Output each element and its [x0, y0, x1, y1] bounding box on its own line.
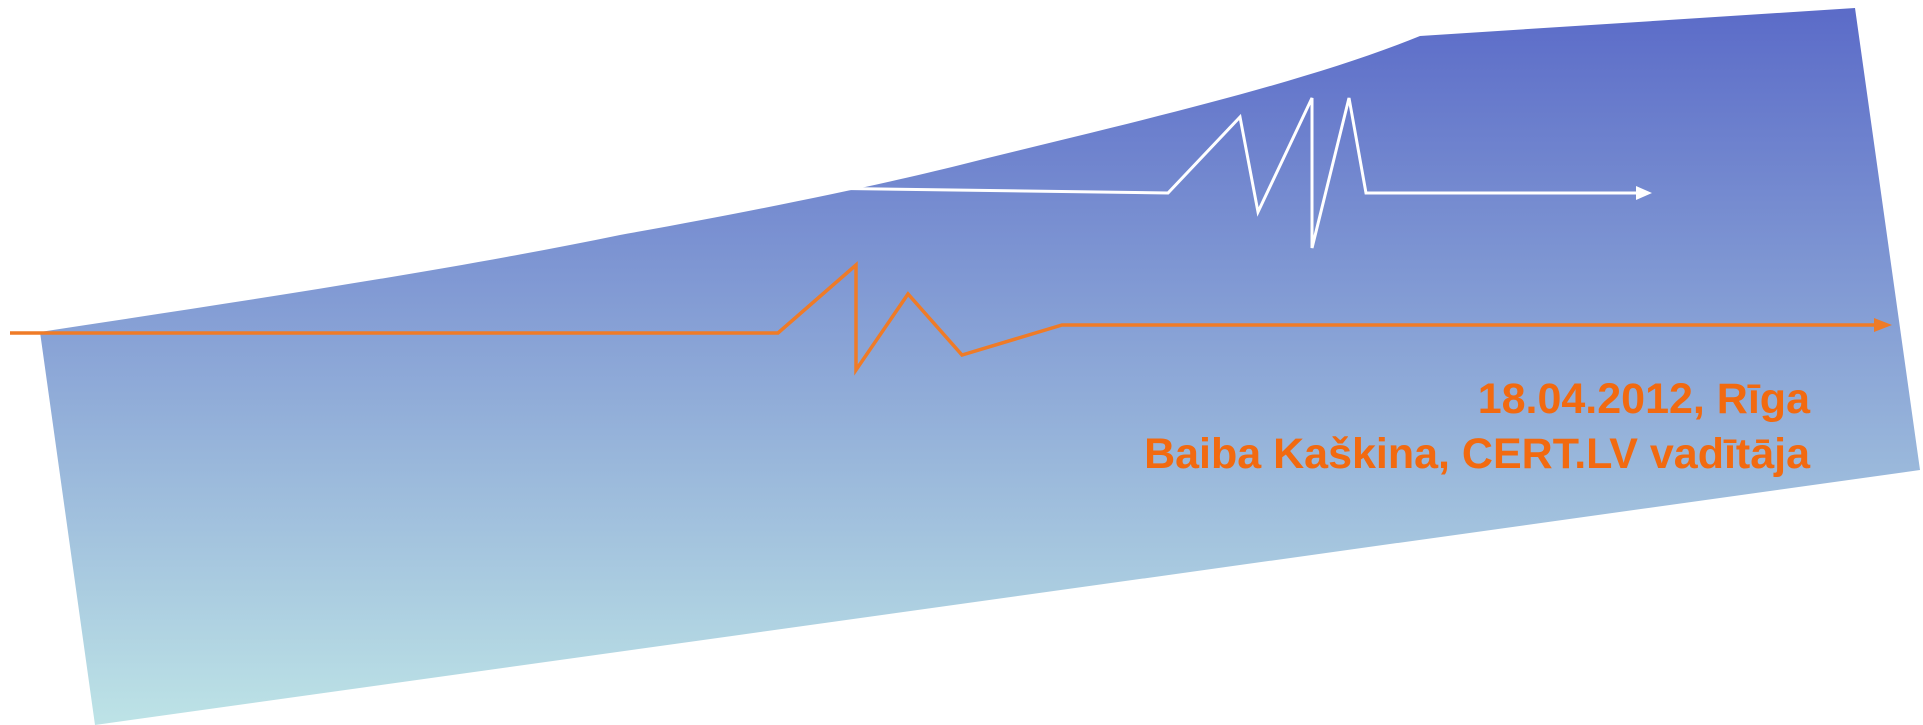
white-arrow-head-icon	[1636, 186, 1652, 200]
orange-arrow-head-icon	[1874, 318, 1892, 332]
orange-signal-line	[10, 261, 1874, 376]
gradient-band-shape	[40, 8, 1920, 725]
slide-caption: 18.04.2012, Rīga Baiba Kaškina, CERT.LV …	[1144, 372, 1810, 482]
date-place-text: 18.04.2012, Rīga	[1477, 375, 1810, 423]
white-signal-line	[732, 97, 1638, 249]
author-line-text: Baiba Kaškina, CERT.LV vadītāja	[1144, 430, 1810, 478]
